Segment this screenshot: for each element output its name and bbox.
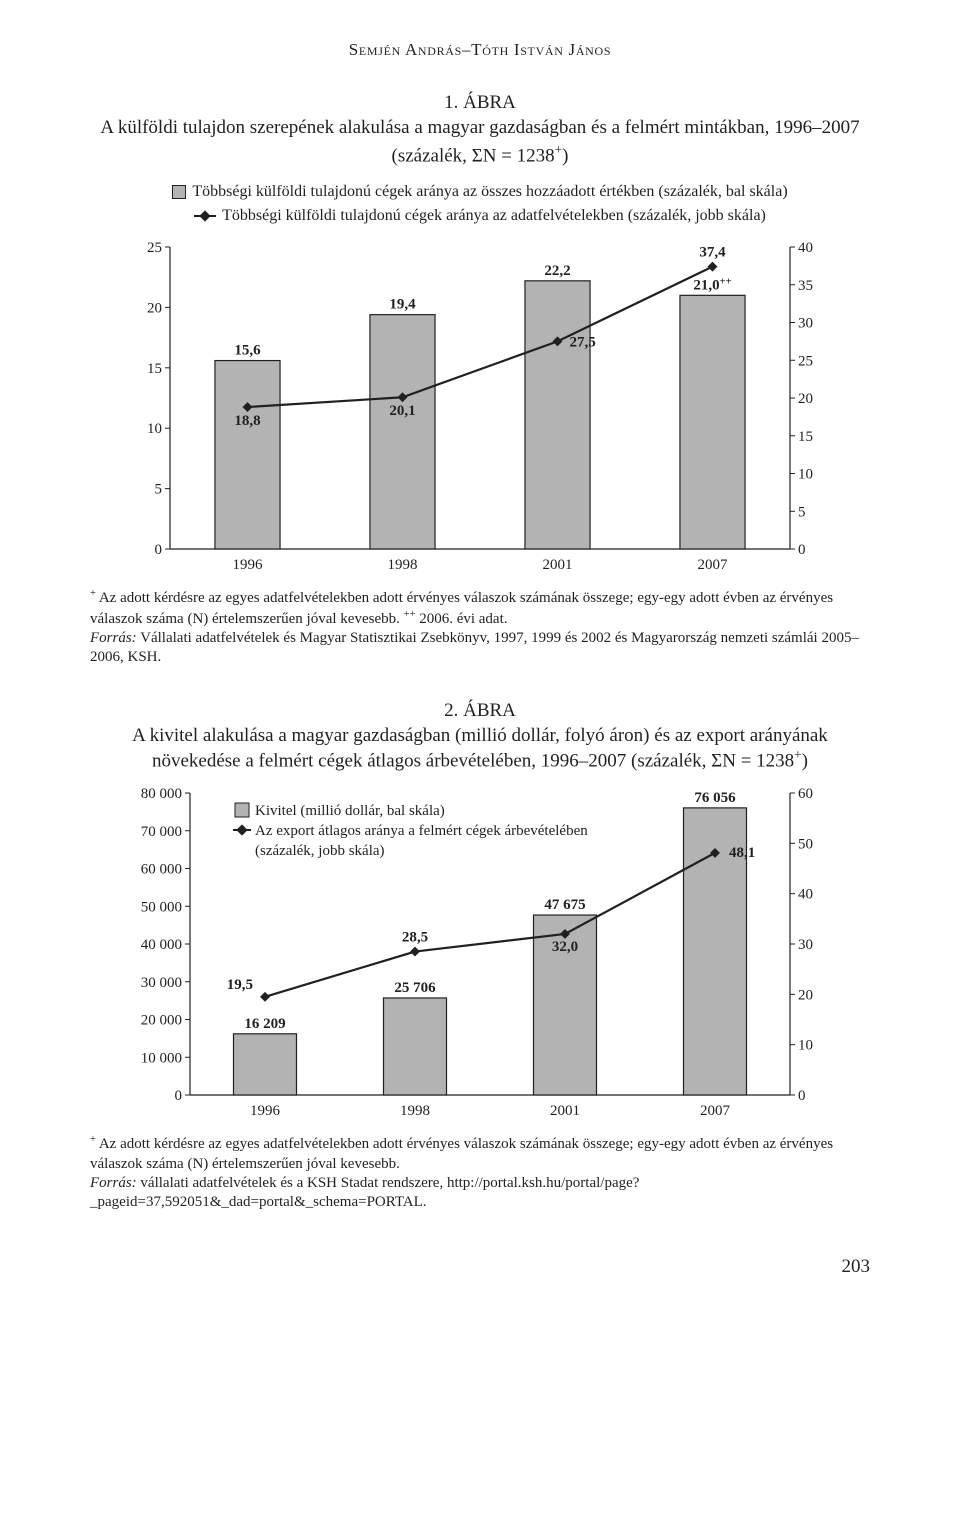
fig1-footnote: + Az adott kérdésre az egyes adatfelvéte… [90,587,870,668]
svg-text:5: 5 [798,504,806,520]
svg-text:0: 0 [798,542,806,558]
svg-text:25: 25 [798,353,813,369]
svg-text:0: 0 [798,1088,806,1104]
svg-text:20 000: 20 000 [141,1013,182,1029]
fig1-number: 1. ÁBRA [90,92,870,114]
fig2-number: 2. ÁBRA [90,700,870,722]
svg-text:1996: 1996 [233,557,264,573]
fig2-title-text: A kivitel alakulása a magyar gazdaságban… [132,725,828,772]
svg-text:40: 40 [798,887,813,903]
spacer [90,668,870,700]
svg-text:1998: 1998 [400,1103,430,1119]
svg-text:50 000: 50 000 [141,900,182,916]
fig1-svg: 0 5 10 15 20 25 0 5 10 15 20 25 30 35 40 15,6 1996 19,4 19… [130,237,830,577]
fig1-title: A külföldi tulajdon szerepének alakulása… [90,116,870,140]
fig2-title-sup: + [794,747,802,762]
svg-text:40: 40 [798,240,813,256]
fig1-sub-text: (százalék, ΣN = 1238 [392,145,555,166]
fig1-legend: Többségi külföldi tulajdonú cégek aránya… [90,181,870,229]
svg-text:15: 15 [147,361,162,377]
fig1-legend-bar-label: Többségi külföldi tulajdonú cégek aránya… [192,181,787,203]
fig1-subtitle: (százalék, ΣN = 1238+) [90,142,870,167]
svg-text:1998: 1998 [388,557,418,573]
svg-text:37,4: 37,4 [699,244,726,260]
fig2-title: A kivitel alakulása a magyar gazdaságban… [90,724,870,774]
svg-text:2001: 2001 [550,1103,580,1119]
fig1-note-year: 2006. évi adat. [415,611,507,627]
svg-text:20: 20 [798,391,813,407]
fig1-note-plusplus: ++ [404,609,416,620]
svg-text:30: 30 [798,315,813,331]
legend-box-icon [172,185,186,199]
svg-text:25: 25 [147,240,162,256]
page: Semjén András–Tóth István János 1. ÁBRA … [0,0,960,1328]
svg-text:20: 20 [798,988,813,1004]
fig1-source-label: Forrás: [90,630,137,646]
fig2-source-label: Forrás: [90,1175,137,1191]
svg-text:60 000: 60 000 [141,862,182,878]
svg-text:18,8: 18,8 [234,413,260,429]
svg-text:40 000: 40 000 [141,937,182,953]
page-number: 203 [90,1256,870,1278]
svg-text:47 675: 47 675 [544,897,585,913]
fig1-legend-line: Többségi külföldi tulajdonú cégek aránya… [194,205,766,227]
fig2-chart: 0 10 000 20 000 30 000 40 000 50 000 60 000 70 … [90,783,870,1123]
svg-text:10 000: 10 000 [141,1051,182,1067]
svg-text:19,5: 19,5 [227,977,253,993]
svg-text:22,2: 22,2 [544,263,570,279]
fig1-sub-close: ) [562,145,568,166]
svg-text:10: 10 [798,466,813,482]
svg-text:30 000: 30 000 [141,975,182,991]
svg-text:35: 35 [798,278,813,294]
fig2-title-close: ) [802,751,808,772]
fig1-chart: 0 5 10 15 20 25 0 5 10 15 20 25 30 35 40 15,6 1996 19,4 19… [90,237,870,577]
fig2-svg: 0 10 000 20 000 30 000 40 000 50 000 60 000 70 … [130,783,830,1123]
svg-text:10: 10 [798,1038,813,1054]
svg-text:16 209: 16 209 [244,1016,285,1032]
svg-text:28,5: 28,5 [402,930,428,946]
svg-text:60: 60 [798,786,813,802]
svg-text:2007: 2007 [698,557,729,573]
svg-text:5: 5 [155,481,163,497]
svg-text:Az export átlagos aránya a fel: Az export átlagos aránya a felmért cégek… [255,823,588,839]
svg-text:70 000: 70 000 [141,824,182,840]
svg-text:0: 0 [175,1088,183,1104]
fig2-note-body: Az adott kérdésre az egyes adatfelvétele… [90,1136,833,1171]
svg-text:30: 30 [798,937,813,953]
svg-text:0: 0 [155,542,163,558]
svg-text:27,5: 27,5 [570,334,596,350]
svg-text:76 056: 76 056 [694,790,736,806]
fig1-source-body: Vállalati adatfelvételek és Magyar Stati… [90,630,859,665]
fig2-footnote: + Az adott kérdésre az egyes adatfelvéte… [90,1133,870,1212]
svg-text:15: 15 [798,429,813,445]
svg-text:25 706: 25 706 [394,980,436,996]
running-head: Semjén András–Tóth István János [90,40,870,60]
svg-text:19,4: 19,4 [389,297,416,313]
svg-text:2001: 2001 [543,557,573,573]
svg-text:2007: 2007 [700,1103,731,1119]
fig2-source-body: vállalati adatfelvételek és a KSH Stadat… [90,1175,639,1210]
svg-text:80 000: 80 000 [141,786,182,802]
svg-text:Kivitel (millió dollár, bal sk: Kivitel (millió dollár, bal skála) [255,803,445,819]
fig1-legend-bar: Többségi külföldi tulajdonú cégek aránya… [172,181,787,203]
svg-text:1996: 1996 [250,1103,281,1119]
svg-text:50: 50 [798,837,813,853]
legend-line-icon [194,210,216,222]
svg-text:20: 20 [147,300,162,316]
svg-text:(százalék, jobb skála): (százalék, jobb skála) [255,843,385,859]
svg-text:48,1: 48,1 [729,845,755,861]
svg-text:10: 10 [147,421,162,437]
svg-text:15,6: 15,6 [234,342,261,358]
fig1-legend-line-label: Többségi külföldi tulajdonú cégek aránya… [222,205,766,227]
svg-text:21,0++: 21,0++ [693,276,731,294]
svg-text:32,0: 32,0 [552,939,578,955]
svg-text:20,1: 20,1 [389,403,415,419]
